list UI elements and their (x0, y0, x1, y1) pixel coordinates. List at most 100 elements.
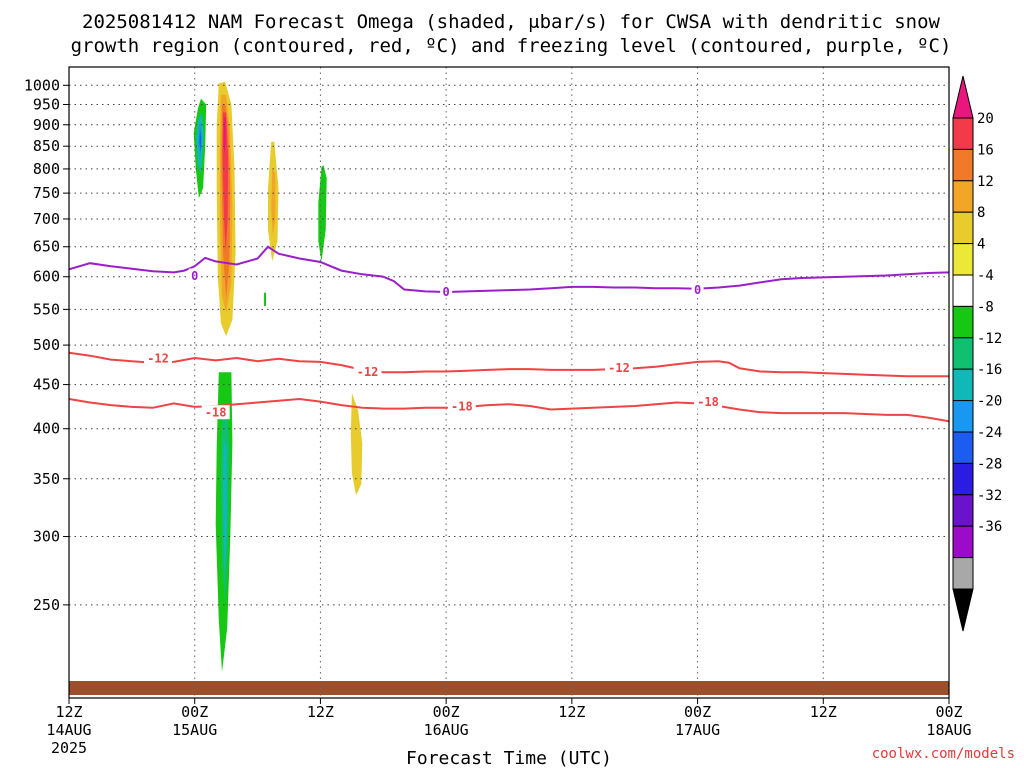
x-tick-label-date: 17AUG (675, 721, 720, 739)
contour-label-dgz-bottom: -12 (147, 352, 169, 366)
gridlines (69, 67, 949, 698)
contour-dgz-bottom (69, 351, 949, 378)
y-tick-label: 550 (33, 300, 60, 318)
contour-label-freezing-level: 0 (443, 285, 450, 299)
contour-dgz-top (69, 397, 949, 423)
colorbar: 20 16 12 8 4 -4 -8 -12 -16 -20 -24 -28 -32 -36 (952, 75, 1002, 632)
credit-text: coolwx.com/models (872, 746, 1015, 762)
y-tick-label: 850 (33, 137, 60, 155)
colorbar-top-arrow (952, 75, 974, 119)
omega-shading (193, 81, 363, 672)
y-tick-label: 600 (33, 268, 60, 286)
y-tick-label: 400 (33, 420, 60, 438)
colorbar-label: -8 (977, 299, 994, 315)
colorbar-label: -4 (977, 268, 994, 284)
colorbar-segment (952, 148, 974, 182)
colorbar-label: 20 (977, 111, 994, 127)
y-tick-label: 750 (33, 184, 60, 202)
contour-freezing-level (69, 245, 949, 294)
colorbar-label: -28 (977, 456, 1002, 472)
x-tick-label-year: 2025 (51, 739, 87, 757)
colorbar-segment (952, 274, 974, 307)
colorbar-segment (952, 557, 974, 590)
ground-surface (69, 681, 949, 695)
contour-label-freezing-level: 0 (694, 283, 701, 297)
x-tick-label-time: 12Z (810, 703, 837, 721)
colorbar-label: -36 (977, 519, 1002, 535)
colorbar-segment (952, 525, 974, 559)
x-tick-label-date: 16AUG (424, 721, 469, 739)
shade-green-sliver (263, 292, 266, 306)
colorbar-label: -20 (977, 394, 1002, 410)
y-tick-label: 300 (33, 528, 60, 546)
colorbar-segment (952, 211, 974, 245)
colorbar-segment (952, 337, 974, 370)
y-tick-label: 950 (33, 96, 60, 114)
contour-label-bg (605, 360, 633, 375)
chart-title-line-2: growth region (contoured, red, ºC) and f… (71, 35, 952, 57)
y-tick-label: 450 (33, 376, 60, 394)
x-tick-label-time: 00Z (935, 703, 962, 721)
contour-label-bg (353, 364, 382, 379)
contour-label-dgz-bottom: -12 (357, 365, 379, 379)
colorbar-segment (952, 462, 974, 496)
contour-label-dgz-top: -18 (205, 406, 227, 420)
colorbar-label: 8 (977, 205, 985, 221)
x-tick-label-date: 18AUG (926, 721, 971, 739)
colorbar-label: 12 (977, 174, 994, 190)
x-tick-label-time: 00Z (181, 703, 208, 721)
colorbar-segment (952, 368, 974, 402)
contour-label-freezing-level: 0 (191, 269, 198, 283)
colorbar-segment (952, 400, 974, 433)
y-tick-label: 1000 (24, 76, 60, 94)
ground-layer (69, 681, 949, 695)
y-tick-label: 700 (33, 210, 60, 228)
y-tick-label: 350 (33, 470, 60, 488)
plot-frame (68, 66, 950, 699)
y-tick-label: 650 (33, 238, 60, 256)
colorbar-segment (952, 431, 974, 464)
colorbar-label: -12 (977, 331, 1002, 347)
y-tick-label: 250 (33, 596, 60, 614)
shade-orange-downdraft-mid (271, 168, 276, 236)
shade-yellow-downdraft-upper (350, 393, 363, 496)
shade-red-downdraft-main (222, 112, 229, 253)
x-tick-label-time: 00Z (684, 703, 711, 721)
contour-label-dgz-top: -18 (697, 395, 719, 409)
contour-label-dgz-top: -18 (451, 399, 473, 413)
colorbar-label: -24 (977, 425, 1002, 441)
colorbar-segment (952, 180, 974, 213)
contour-label-bg (188, 268, 201, 283)
x-tick-label-time: 12Z (307, 703, 334, 721)
x-tick-label-time: 12Z (55, 703, 82, 721)
colorbar-label: 16 (977, 142, 994, 158)
colorbar-segment (952, 305, 974, 339)
y-tick-label: 900 (33, 116, 60, 134)
contour-label-bg (201, 405, 230, 420)
x-axis-label: Forecast Time (UTC) (406, 748, 612, 768)
x-tick-label-date: 15AUG (172, 721, 217, 739)
y-tick-label: 500 (33, 336, 60, 354)
colorbar-segment (952, 494, 974, 527)
contour-lines: -18 -18 -18 -12 -12 -12 0 0 0 (69, 245, 949, 423)
colorbar-segment (952, 243, 974, 276)
shade-pink-downdraft-main (223, 116, 226, 156)
contour-label-bg (440, 284, 453, 299)
contour-label-bg (144, 351, 173, 366)
contour-label-bg (694, 394, 723, 409)
y-axis: 250 300 350 400 450 500 550 600 650 700 750 800 850 9… (24, 76, 69, 614)
x-tick-label-time: 12Z (558, 703, 585, 721)
y-tick-label: 800 (33, 160, 60, 178)
x-tick-label-time: 00Z (433, 703, 460, 721)
colorbar-label: -16 (977, 362, 1002, 378)
shade-darkblue-updraft-lower (199, 129, 202, 153)
colorbar-label: 4 (977, 237, 985, 253)
x-tick-label-date: 14AUG (46, 721, 91, 739)
colorbar-segment (952, 117, 974, 150)
colorbar-label: -32 (977, 488, 1002, 504)
chart-title-line-1: 2025081412 NAM Forecast Omega (shaded, μ… (82, 11, 940, 33)
contour-label-bg (447, 398, 476, 413)
contour-label-bg (691, 282, 704, 297)
